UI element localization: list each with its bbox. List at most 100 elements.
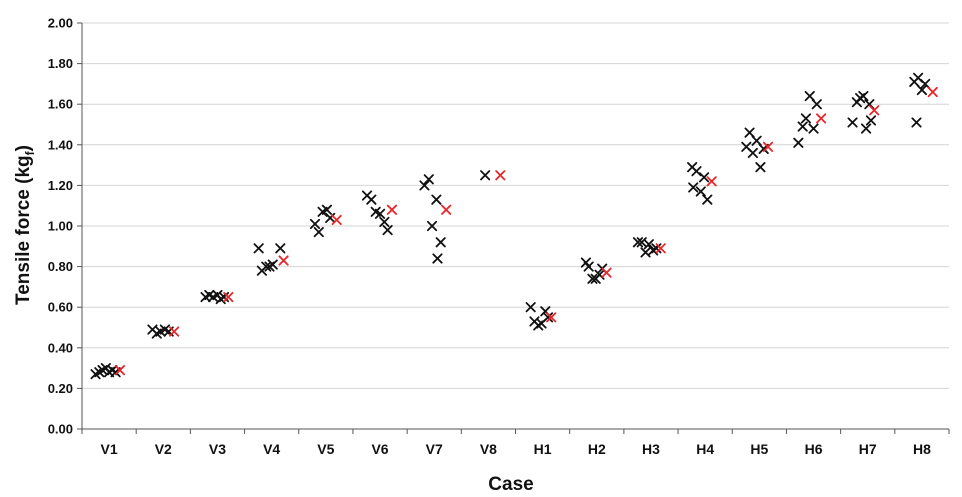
x-tick-label: V1: [101, 441, 118, 457]
mean-point-marker: [331, 214, 342, 226]
data-point-marker: [525, 302, 536, 313]
data-point-marker: [695, 186, 706, 197]
mean-point-marker: [169, 326, 180, 337]
axes: [77, 22, 950, 434]
x-tick-label: V8: [480, 441, 497, 457]
y-tick-labels: 0.00 0.20 0.40 0.60 0.80 1.00 1.20 1.40 1.60 1.80…: [48, 16, 73, 437]
y-tick-label: 0.60: [48, 300, 73, 315]
mean-point-marker: [386, 204, 398, 215]
x-tick-label: H3: [642, 441, 660, 457]
x-tick-label: V7: [426, 441, 443, 457]
x-tick-label: H1: [534, 441, 552, 457]
x-axis-title: Case: [488, 474, 533, 495]
y-tick-label: 0.80: [48, 259, 73, 274]
data-point-marker: [847, 117, 858, 128]
mean-point-marker: [762, 141, 774, 152]
gridlines: [82, 22, 949, 389]
mean-point-marker: [601, 267, 612, 278]
x-tick-label: H6: [805, 441, 823, 457]
data-point-marker: [808, 123, 819, 134]
mean-point-marker: [706, 176, 717, 187]
data-point-marker: [542, 312, 554, 323]
data-point-marker: [587, 273, 598, 284]
y-tick-label: 1.80: [48, 56, 73, 71]
data-point-marker: [702, 194, 713, 205]
data-point-marker: [860, 123, 872, 134]
data-point-marker: [793, 137, 804, 148]
mean-point-marker: [223, 291, 234, 303]
data-points: [90, 72, 938, 380]
y-tick-label: 0.20: [48, 381, 73, 396]
y-axis-title-subscript: f: [23, 150, 37, 155]
data-point-marker: [313, 226, 324, 238]
data-point-marker: [480, 170, 491, 181]
data-point-marker: [698, 172, 710, 183]
y-axis-title-close: ): [13, 145, 34, 151]
x-tick-label: V2: [155, 441, 172, 457]
y-tick-label: 1.20: [48, 178, 73, 193]
data-point-marker: [800, 113, 812, 124]
data-point-marker: [747, 147, 758, 159]
mean-point-marker: [546, 312, 557, 323]
data-point-marker: [435, 237, 446, 248]
x-tick-label: V6: [371, 441, 388, 457]
data-point-marker: [419, 180, 430, 191]
mean-point-marker: [441, 204, 452, 215]
data-point-marker: [253, 243, 264, 254]
data-point-marker: [920, 78, 931, 89]
x-tick-label: H8: [913, 441, 931, 457]
y-tick-label: 0.40: [48, 340, 73, 355]
mean-point-marker: [655, 243, 666, 254]
y-tick-label: 0.00: [48, 422, 73, 437]
data-point-marker: [382, 224, 393, 236]
data-point-marker: [432, 253, 443, 264]
data-point-marker: [751, 135, 762, 146]
y-tick-label: 1.60: [48, 97, 73, 112]
data-point-marker: [811, 99, 822, 110]
y-axis-title: Tensile force (kgf): [13, 145, 37, 305]
mean-point-marker: [816, 113, 827, 124]
data-point-marker: [374, 208, 386, 219]
data-point-marker: [688, 182, 699, 193]
data-point-marker: [218, 291, 230, 303]
data-point-marker: [744, 127, 755, 138]
data-point-marker: [426, 220, 438, 232]
x-tick-label: V5: [317, 441, 334, 457]
y-axis-title-main: Tensile force (kg: [13, 155, 34, 305]
data-point-marker: [379, 216, 390, 228]
data-point-marker: [643, 239, 654, 250]
data-point-marker: [275, 243, 286, 254]
data-point-marker: [632, 237, 644, 248]
data-point-marker: [309, 218, 321, 230]
data-point-marker: [583, 261, 594, 272]
data-point-marker: [755, 162, 766, 173]
mean-point-marker: [927, 86, 938, 98]
data-point-marker: [865, 115, 877, 126]
mean-point-marker: [495, 170, 506, 181]
x-tick-label: H5: [750, 441, 768, 457]
x-tick-label: V4: [263, 441, 280, 457]
x-tick-labels: V1 V2 V3 V4 V5 V6 V7 V8 H1 H2 H3 H4 H5 H6 H7 H8: [101, 441, 932, 457]
y-tick-label: 2.00: [48, 16, 73, 31]
data-point-marker: [911, 117, 922, 128]
data-point-marker: [431, 194, 442, 205]
y-tick-label: 1.00: [48, 219, 73, 234]
x-tick-label: V3: [209, 441, 226, 457]
data-point-marker: [691, 166, 702, 177]
data-point-marker: [366, 194, 377, 205]
x-tick-label: H2: [588, 441, 606, 457]
data-point-marker: [267, 259, 278, 270]
data-point-marker: [321, 204, 333, 215]
data-point-marker: [325, 212, 336, 223]
data-point-marker: [804, 90, 815, 102]
mean-point-marker: [869, 105, 880, 116]
data-point-marker: [858, 90, 869, 102]
x-tick-label: H7: [859, 441, 877, 457]
data-point-marker: [797, 121, 808, 132]
mean-point-marker: [114, 365, 126, 376]
y-tick-label: 1.40: [48, 137, 73, 152]
x-tick-label: H4: [696, 441, 714, 457]
mean-point-marker: [278, 255, 289, 266]
